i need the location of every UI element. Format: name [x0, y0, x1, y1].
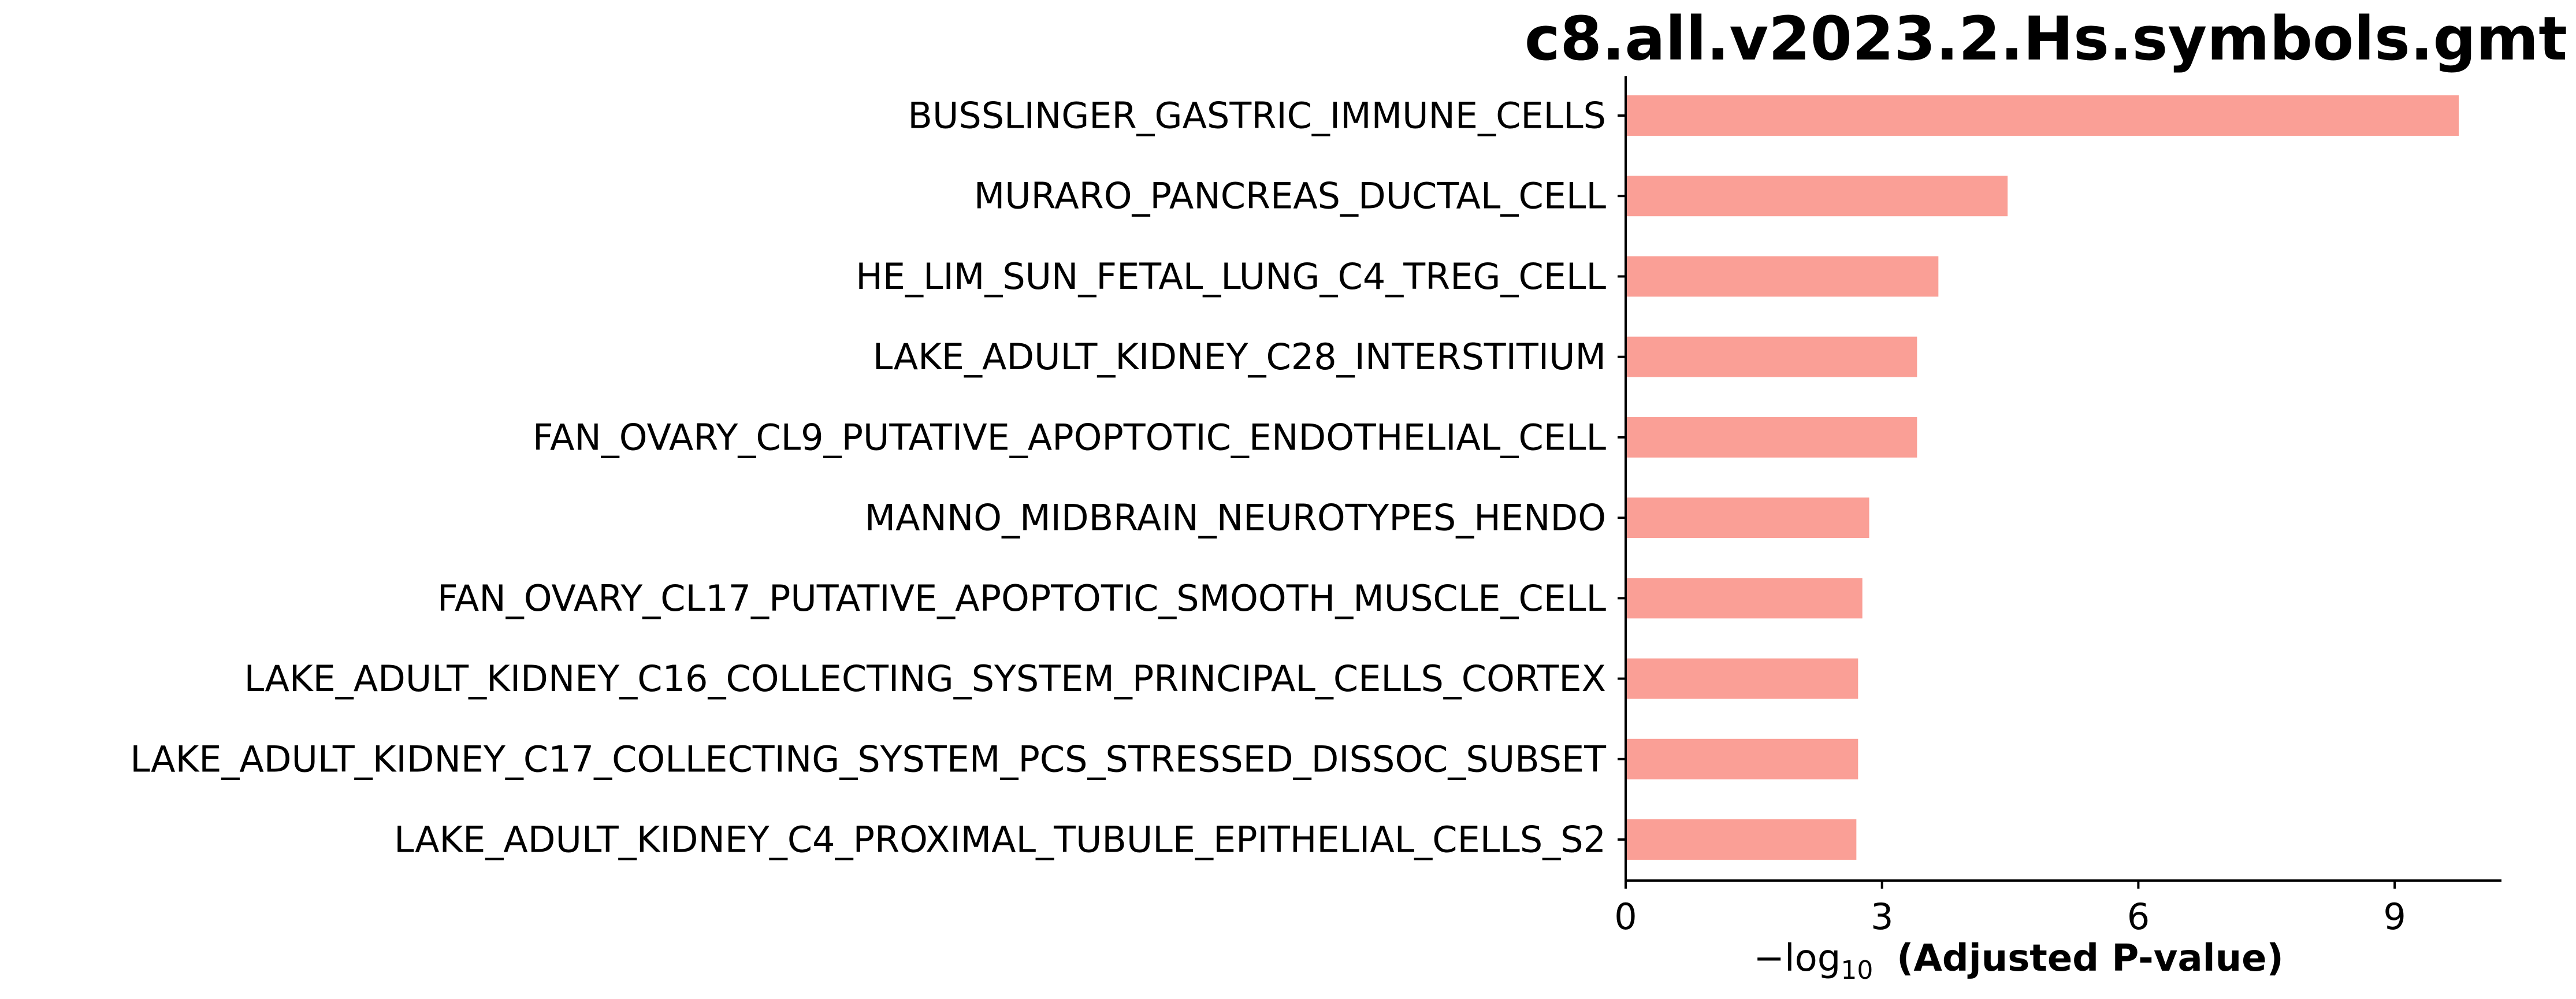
category-label: FAN_OVARY_CL17_PUTATIVE_APOPTOTIC_SMOOTH… [437, 577, 1607, 619]
category-label: LAKE_ADULT_KIDNEY_C4_PROXIMAL_TUBULE_EPI… [394, 819, 1606, 861]
category-label: FAN_OVARY_CL9_PUTATIVE_APOPTOTIC_ENDOTHE… [533, 416, 1606, 458]
bar-9 [1626, 738, 1858, 779]
bar-2 [1626, 176, 2008, 217]
category-label: MURARO_PANCREAS_DUCTAL_CELL [974, 175, 1607, 217]
category-label: MANNO_MIDBRAIN_NEUROTYPES_HENDO [865, 497, 1606, 539]
x-ticks: 0 3 6 9 [1614, 881, 2406, 938]
x-tick-label: 9 [2383, 896, 2406, 938]
bar-6 [1626, 497, 1869, 539]
x-axis-label-main: (Adjusted P-value) [1897, 937, 2284, 980]
bar-1 [1626, 95, 2459, 136]
x-tick-label: 0 [1614, 896, 1637, 938]
category-label: LAKE_ADULT_KIDNEY_C28_INTERSTITIUM [873, 336, 1606, 378]
bar-10 [1626, 819, 1857, 860]
x-tick-label: 3 [1871, 896, 1893, 938]
category-label: HE_LIM_SUN_FETAL_LUNG_C4_TREG_CELL [856, 255, 1606, 298]
category-label: LAKE_ADULT_KIDNEY_C17_COLLECTING_SYSTEM_… [130, 738, 1607, 780]
x-axis-label: −log10 (Adjusted P-value) [1753, 937, 2284, 985]
bar-5 [1626, 417, 1917, 458]
bar-3 [1626, 256, 1939, 297]
x-axis-label-prefix: −log [1753, 937, 1841, 980]
category-labels: BUSSLINGER_GASTRIC_IMMUNE_CELLS MURARO_PA… [130, 95, 1626, 861]
bar-7 [1626, 578, 1863, 619]
chart-title: c8.all.v2023.2.Hs.symbols.gmt [1525, 3, 2567, 74]
category-label: LAKE_ADULT_KIDNEY_C16_COLLECTING_SYSTEM_… [244, 658, 1606, 700]
bars-group [1626, 95, 2459, 860]
category-label: BUSSLINGER_GASTRIC_IMMUNE_CELLS [908, 95, 1606, 137]
x-tick-label: 6 [2127, 896, 2150, 938]
x-axis-label-subscript: 10 [1841, 956, 1873, 985]
bar-4 [1626, 336, 1917, 377]
bar-8 [1626, 658, 1858, 699]
